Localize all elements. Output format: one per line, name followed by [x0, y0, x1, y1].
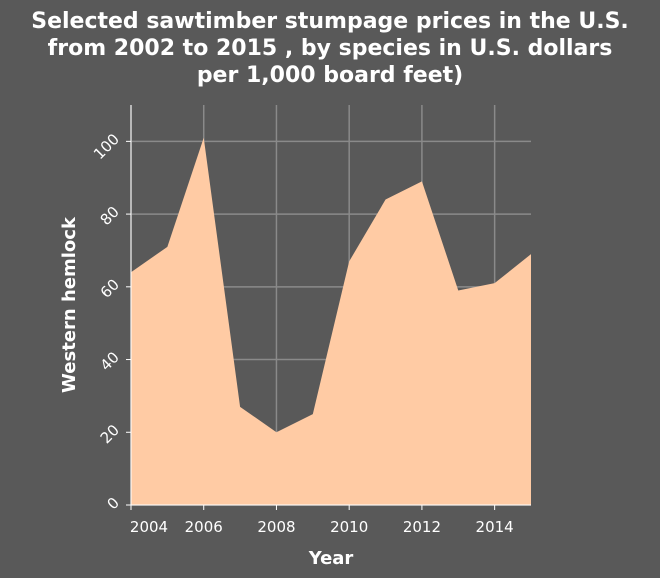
- y-axis-label: Western hemlock: [59, 216, 80, 393]
- x-tick-label: 2008: [257, 518, 295, 536]
- x-axis-label: Year: [308, 548, 354, 569]
- chart-title: Selected sawtimber stumpage prices in th…: [31, 9, 629, 88]
- x-tick-label: 2012: [403, 518, 441, 536]
- x-tick-label: 2010: [330, 518, 368, 536]
- x-tick-label: 2014: [476, 518, 514, 536]
- x-tick-label: 2004: [130, 518, 168, 536]
- area: [131, 137, 531, 505]
- x-tick-label: 2006: [185, 518, 223, 536]
